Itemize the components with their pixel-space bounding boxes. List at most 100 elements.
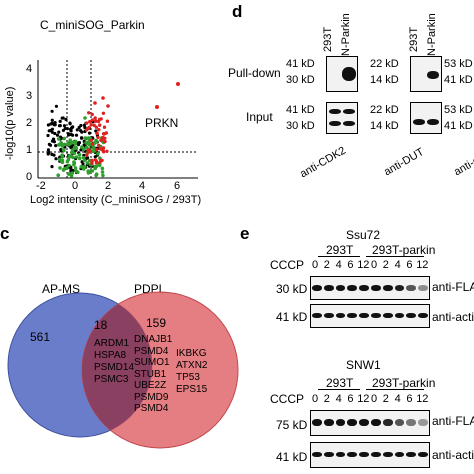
volcano-point <box>93 116 97 120</box>
volcano-point <box>94 138 98 143</box>
volcano-point <box>77 125 81 130</box>
protein-name: SNW1 <box>346 358 381 372</box>
volcano-point <box>98 123 102 127</box>
gene-label: EPS15 <box>176 384 208 395</box>
volcano-point <box>155 105 159 109</box>
treatment-label: CCCP <box>270 258 305 272</box>
volcano-point <box>86 126 90 131</box>
blot-band <box>418 313 428 318</box>
marker-label: 22 kD <box>370 58 399 70</box>
antibody-label: anti-FLA <box>432 414 474 428</box>
blot-band <box>359 313 369 318</box>
volcano-point <box>69 174 74 178</box>
volcano-point <box>53 123 57 127</box>
timepoint-label: 4 <box>335 259 342 271</box>
blot-ssu72-flag <box>310 276 430 300</box>
blot-band <box>329 109 341 114</box>
gene-label: PSMD14 <box>94 362 135 373</box>
timepoint-label: 6 <box>406 393 413 405</box>
timepoint-label: 12 <box>416 393 429 405</box>
marker-label: 14 kD <box>370 120 399 132</box>
volcano-point <box>87 136 91 140</box>
blot-snw1-actin <box>310 442 430 468</box>
volcano-point <box>90 161 94 166</box>
blot-band <box>359 452 369 457</box>
volcano-point <box>67 133 71 137</box>
volcano-point <box>85 156 89 160</box>
blot-band <box>406 285 417 291</box>
gene-label: ATXN2 <box>176 360 208 371</box>
blot-band <box>371 419 381 426</box>
volcano-point <box>94 172 99 176</box>
volcano-point <box>77 156 82 161</box>
volcano-point <box>65 166 69 170</box>
volcano-point <box>52 137 56 141</box>
volcano-point <box>94 148 99 152</box>
blot-band <box>323 285 334 291</box>
blot-band <box>359 285 369 291</box>
volcano-point <box>62 167 66 171</box>
volcano-point <box>94 161 99 165</box>
blot-band <box>382 313 393 318</box>
venn-set-a-label: AP-MS <box>42 282 81 296</box>
gene-label: SUMO1 <box>134 357 170 368</box>
timepoint-label: 0 <box>312 259 319 271</box>
volcano-point <box>91 149 95 154</box>
volcano-point <box>79 148 83 152</box>
volcano-point <box>97 128 101 132</box>
volcano-point <box>101 135 105 140</box>
gene-label: ARDM1 <box>94 338 130 349</box>
volcano-point <box>69 129 73 133</box>
volcano-point <box>54 144 58 148</box>
y-tick: 2 <box>26 117 33 129</box>
marker-label: 30 kD <box>276 282 308 296</box>
volcano-point <box>105 119 110 123</box>
group-underline <box>318 256 360 257</box>
volcano-point <box>87 131 92 135</box>
venn-only-a: 561 <box>30 330 51 344</box>
volcano-point <box>90 112 94 117</box>
group-label: 293T <box>326 243 354 257</box>
blot-band <box>347 419 358 426</box>
volcano-point <box>95 131 99 135</box>
volcano-point <box>81 162 85 166</box>
x-tick: 0 <box>72 180 79 192</box>
volcano-point <box>62 136 66 141</box>
volcano-point <box>93 166 97 171</box>
marker-label: 53 kD <box>444 58 473 70</box>
volcano-point <box>50 127 55 131</box>
volcano-point <box>82 158 87 163</box>
volcano-point <box>65 159 70 164</box>
marker-label: 41 kD <box>276 450 308 464</box>
volcano-point <box>73 166 78 170</box>
volcano-point <box>86 169 90 173</box>
volcano-point <box>50 109 54 113</box>
venn-overlap-genes: ARDM1 HSPA8 PSMD14 PSMC3 <box>94 338 134 386</box>
volcano-point <box>68 121 72 125</box>
volcano-xlabel: Log2 intensity (C_miniSOG / 293T) <box>30 194 202 206</box>
volcano-point <box>82 147 86 151</box>
blot-band <box>342 67 356 81</box>
blot-band <box>335 452 346 457</box>
volcano-point <box>56 137 61 141</box>
volcano-point <box>101 148 105 152</box>
volcano-point <box>77 153 82 157</box>
timepoint-label: 4 <box>335 393 342 405</box>
volcano-point <box>50 165 54 169</box>
blot-cdk2-pulldown <box>326 56 358 92</box>
blot-band <box>394 285 405 291</box>
volcano-point <box>96 135 100 140</box>
gene-label: PSMD9 <box>134 391 169 403</box>
blot-band <box>418 419 428 426</box>
marker-label: 41 kD <box>444 74 473 86</box>
x-tick: 6 <box>174 180 181 192</box>
blot-band <box>406 452 417 457</box>
volcano-point <box>46 133 50 138</box>
blot-band <box>359 419 369 426</box>
blot-band <box>343 109 355 114</box>
volcano-point <box>100 166 105 171</box>
volcano-point <box>66 141 70 146</box>
group-label: 293T-parkin <box>372 376 436 390</box>
marker-label: 75 kD <box>276 418 308 432</box>
